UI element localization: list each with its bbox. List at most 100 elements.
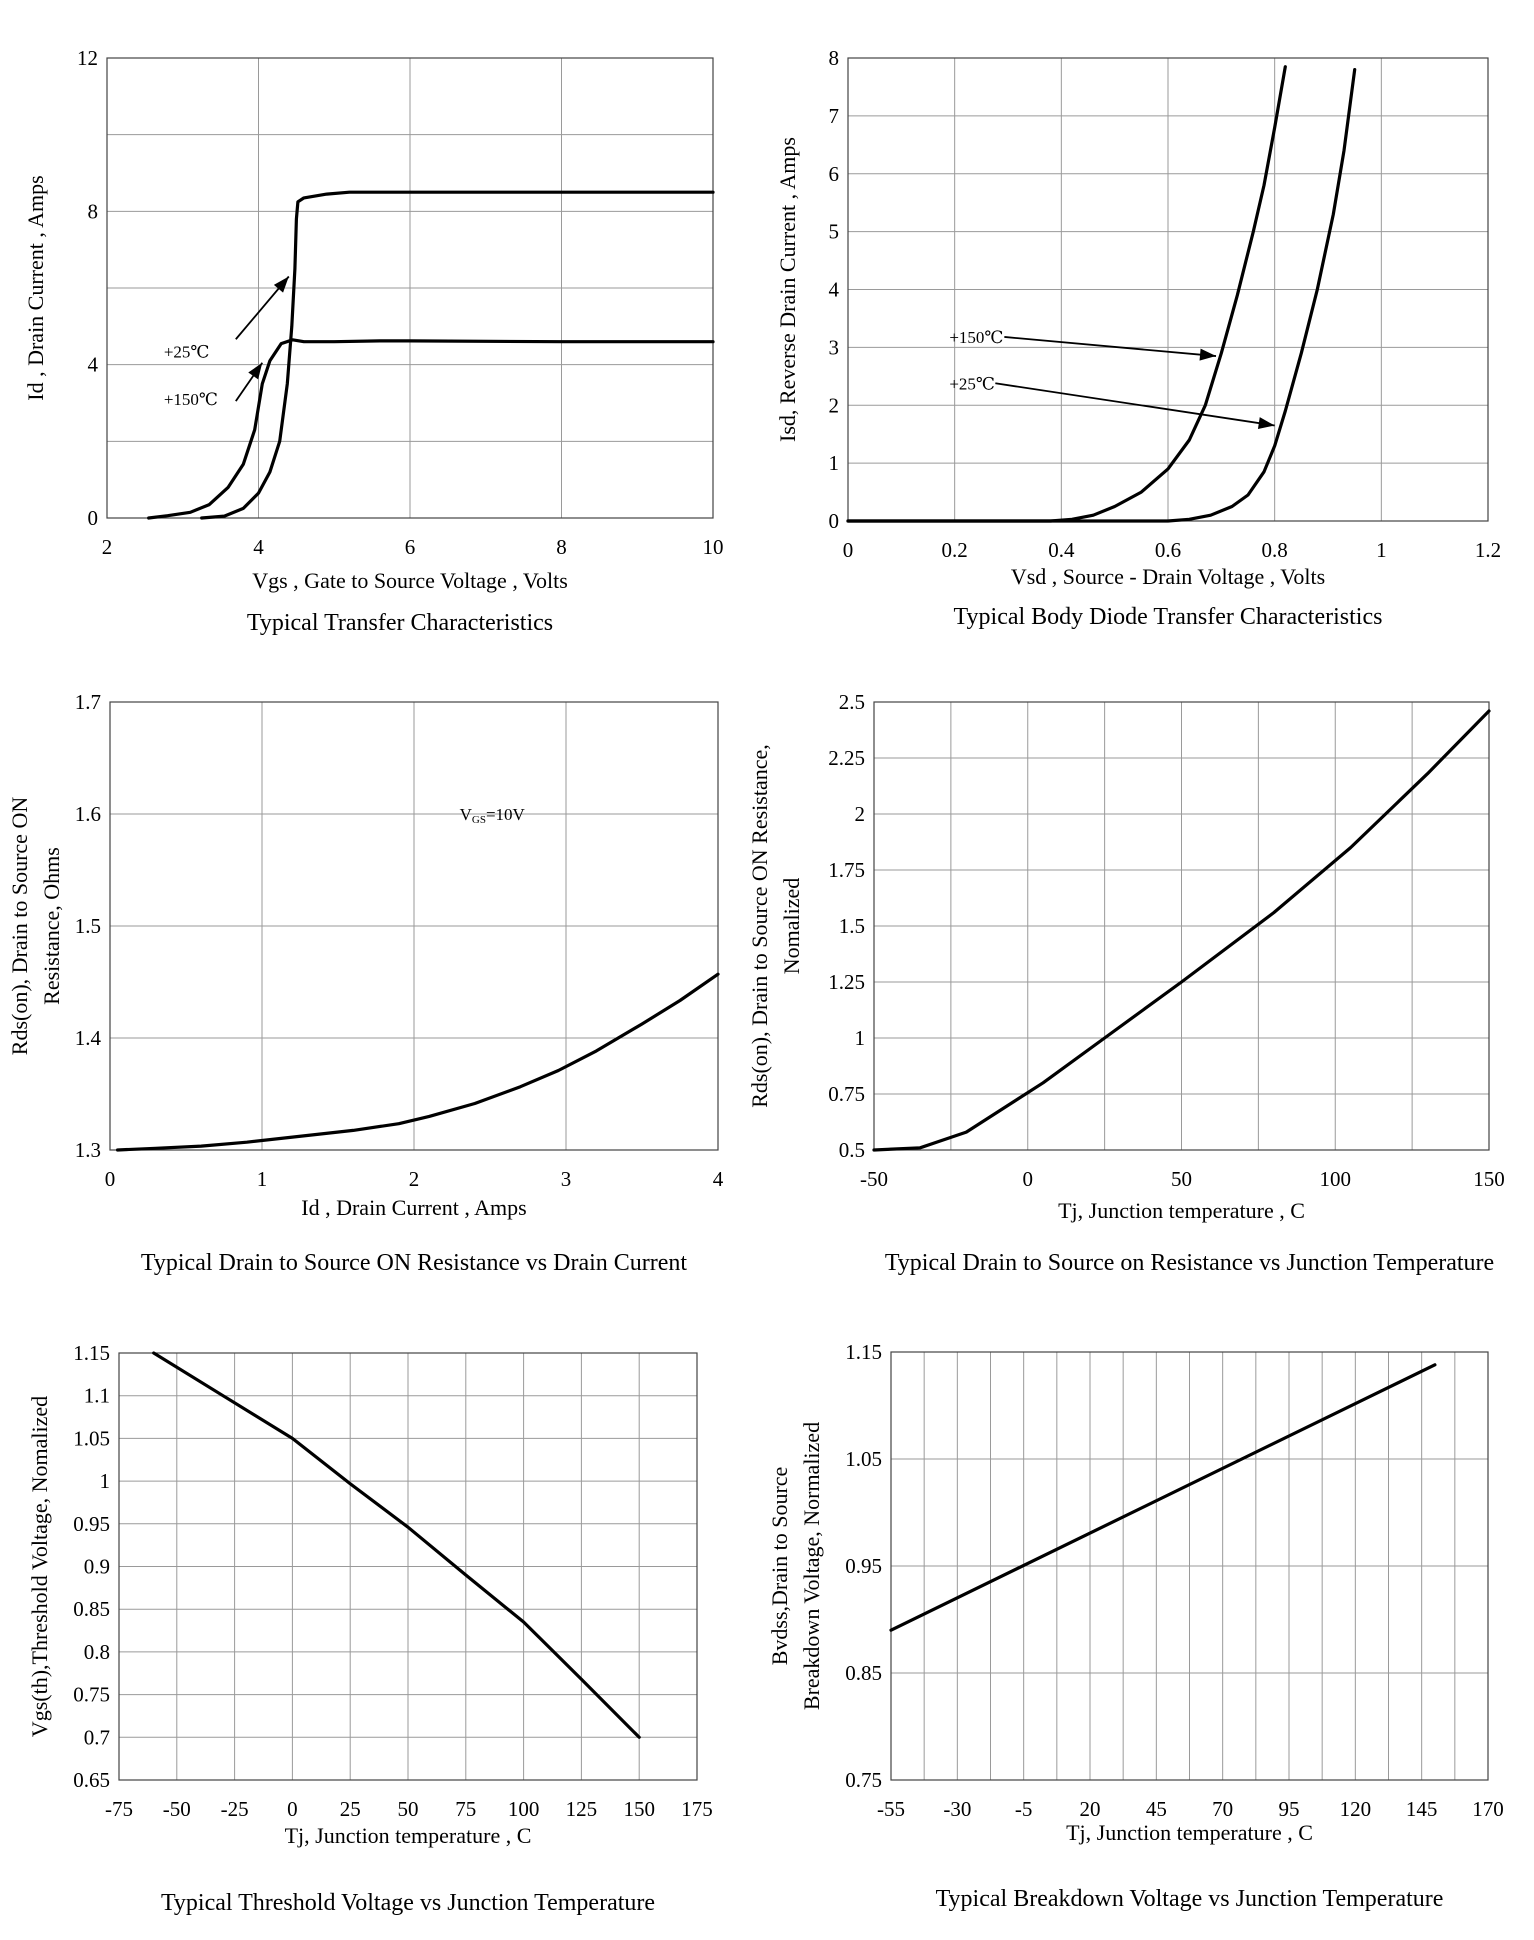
x-tick-label: 150 (623, 1797, 655, 1821)
x-tick-label: -50 (163, 1797, 191, 1821)
y-tick-label: 0.7 (84, 1725, 110, 1749)
y-tick-label: 7 (829, 104, 840, 128)
annotation-label: +150℃ (164, 390, 218, 409)
y-tick-label: 0 (88, 506, 99, 530)
chart-body-diode: 0 0.2 0.4 0.6 0.8 1 1.2 0 1 2 3 4 5 6 7 8 Vsd , Source -… (775, 46, 1501, 630)
series-line (152, 1351, 641, 1739)
y-axis-label: Nomalized (779, 878, 804, 975)
y-axis-label: Id , Drain Current , Amps (23, 175, 48, 400)
x-axis-label: Tj, Junction temperature , C (1058, 1198, 1305, 1223)
x-tick-label: -5 (1015, 1797, 1033, 1821)
x-tick-label: -75 (105, 1797, 133, 1821)
chart-bvdss-vs-tj: -55 -30 -5 20 45 70 95 120 145 170 0.75 0.85 0.95 1.0… (767, 1340, 1504, 1912)
y-tick-label: 4 (829, 278, 840, 302)
annotation-label: +25℃ (164, 342, 210, 361)
x-tick-label: -25 (221, 1797, 249, 1821)
x-tick-label: 3 (561, 1167, 572, 1191)
x-tick-label: 25 (340, 1797, 361, 1821)
y-tick-label: 1.25 (828, 970, 865, 994)
y-tick-label: 1 (829, 451, 840, 475)
series-line (116, 972, 720, 1152)
x-tick-label: 0.2 (942, 538, 968, 562)
x-tick-label: 4 (713, 1167, 724, 1191)
x-tick-label: 100 (508, 1797, 540, 1821)
y-tick-label: 1.7 (75, 690, 101, 714)
y-tick-label: 1.15 (845, 1340, 882, 1364)
arrowhead (1199, 348, 1216, 361)
annotation-label: +25℃ (949, 374, 995, 393)
plot-frame (890, 1351, 1489, 1781)
y-tick-label: 1.15 (73, 1341, 110, 1365)
x-tick-label: 100 (1320, 1167, 1352, 1191)
arrowhead (1257, 417, 1275, 430)
x-tick-label: 0 (843, 538, 854, 562)
plot-frame (118, 1352, 698, 1781)
x-tick-label: -55 (877, 1797, 905, 1821)
series-line (889, 1363, 1437, 1632)
y-tick-label: 1.5 (839, 914, 865, 938)
y-tick-label: 0 (829, 509, 840, 533)
y-tick-label: 0.85 (845, 1661, 882, 1685)
y-tick-label: 2 (855, 802, 866, 826)
plot-frame (106, 57, 714, 519)
y-tick-label: 1 (855, 1026, 866, 1050)
series-line (147, 338, 715, 520)
chart-rds-vs-id: 0 1 2 3 4 1.3 1.4 1.5 1.6 1.7 Id , Drain Current ,… (7, 690, 724, 1276)
x-tick-label: 170 (1472, 1797, 1504, 1821)
y-tick-label: 12 (77, 46, 98, 70)
x-tick-label: 0.6 (1155, 538, 1181, 562)
chart-title: Typical Body Diode Transfer Characterist… (954, 604, 1383, 630)
y-tick-label: 1.3 (75, 1138, 101, 1162)
series-line (200, 190, 715, 520)
arrowhead (273, 276, 289, 293)
x-axis-label: Tj, Junction temperature , C (1066, 1820, 1313, 1845)
x-tick-label: 20 (1080, 1797, 1101, 1821)
x-tick-label: 0 (287, 1797, 298, 1821)
x-tick-label: 0 (1023, 1167, 1034, 1191)
y-tick-label: 0.9 (84, 1555, 110, 1579)
x-tick-label: 0 (105, 1167, 116, 1191)
x-tick-label: 95 (1279, 1797, 1300, 1821)
y-axis-label: Rds(on), Drain to Source ON Resistance, (747, 744, 772, 1108)
y-tick-label: 0.65 (73, 1768, 110, 1792)
y-axis-label: Breakdown Voltage, Normalized (799, 1422, 824, 1710)
x-tick-label: 70 (1212, 1797, 1233, 1821)
chart-title: Typical Transfer Characteristics (247, 610, 553, 636)
y-tick-label: 1 (100, 1469, 111, 1493)
chart-vth-vs-tj: -75 -50 -25 0 25 50 75 100 125 150 175 0.65 0.7 0.75 0… (27, 1341, 713, 1916)
series-line (846, 65, 1287, 523)
chart-title: Typical Drain to Source on Resistance vs… (885, 1250, 1494, 1276)
y-tick-label: 0.75 (845, 1768, 882, 1792)
x-tick-label: 8 (556, 535, 567, 559)
x-tick-label: 120 (1340, 1797, 1372, 1821)
x-tick-label: 1.2 (1475, 538, 1501, 562)
y-axis-label: Resistance, Ohms (39, 847, 64, 1005)
y-tick-label: 0.75 (828, 1082, 865, 1106)
x-tick-label: 145 (1406, 1797, 1438, 1821)
y-tick-label: 0.95 (845, 1554, 882, 1578)
y-tick-label: 0.5 (839, 1138, 865, 1162)
chart-transfer: 2 4 6 8 10 0 4 8 12 Vgs , Gate to Source Voltage … (23, 46, 723, 636)
y-tick-label: 5 (829, 220, 840, 244)
x-tick-label: 1 (257, 1167, 268, 1191)
y-tick-label: 1.05 (73, 1426, 110, 1450)
y-tick-label: 8 (88, 199, 99, 223)
y-tick-label: 1.6 (75, 802, 101, 826)
x-tick-label: 4 (253, 535, 264, 559)
y-tick-label: 2.25 (828, 746, 865, 770)
x-axis-label: Vgs , Gate to Source Voltage , Volts (252, 568, 568, 593)
chart-rds-vs-tj: -50 0 50 100 150 0.5 0.75 1 1.25 1.5 1.75 2 2.25 2.5 T… (747, 690, 1505, 1276)
x-tick-label: 10 (703, 535, 724, 559)
y-tick-label: 2 (829, 393, 840, 417)
x-tick-label: 2 (409, 1167, 420, 1191)
y-tick-label: 0.8 (84, 1640, 110, 1664)
x-axis-label: Vsd , Source - Drain Voltage , Volts (1011, 564, 1325, 589)
series-line (872, 709, 1491, 1152)
x-tick-label: -50 (860, 1167, 888, 1191)
annotation-label: +150℃ (949, 328, 1003, 347)
y-tick-label: 1.05 (845, 1447, 882, 1471)
x-tick-label: -30 (943, 1797, 971, 1821)
x-tick-label: 125 (566, 1797, 598, 1821)
y-tick-label: 0.85 (73, 1597, 110, 1621)
